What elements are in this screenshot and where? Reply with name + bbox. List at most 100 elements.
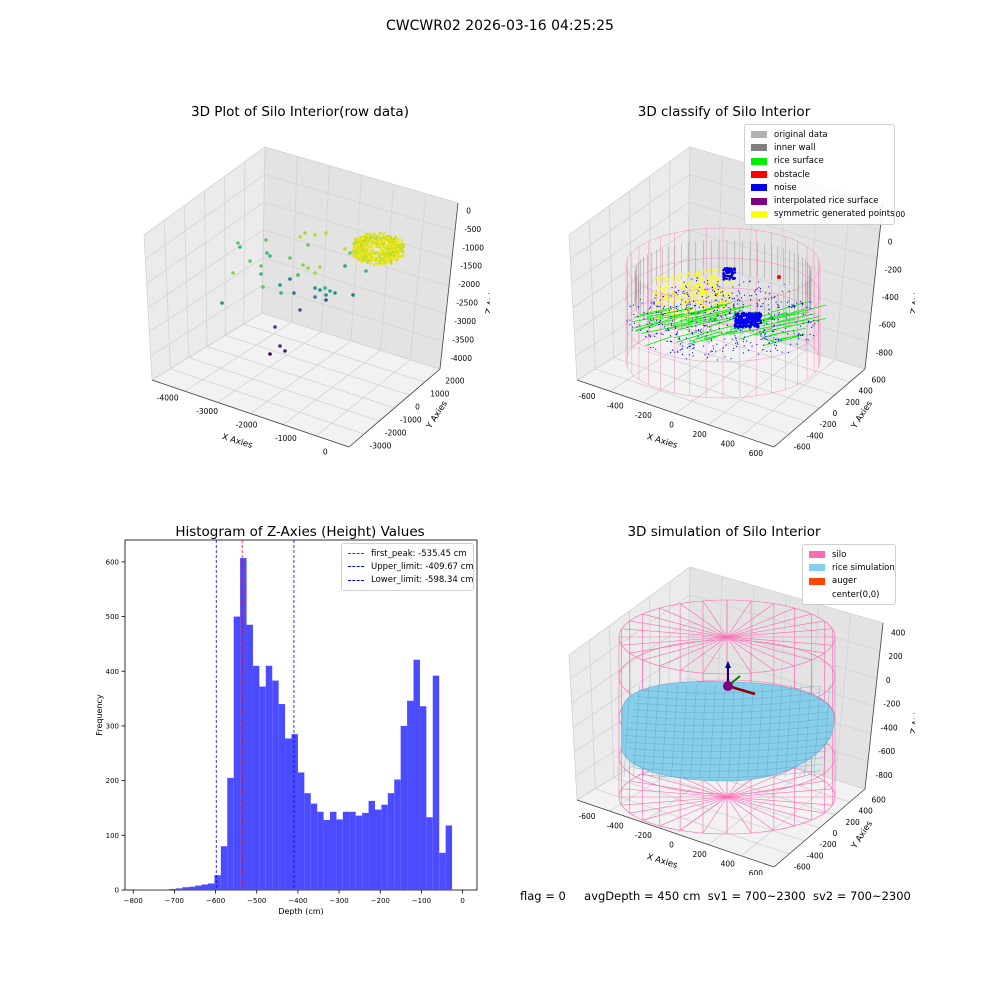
p2-noise-point [653,303,656,305]
p2-symmetric-point [692,295,694,298]
p2-symmetric-point [661,300,664,303]
p2-noise-point [729,311,731,313]
p2-noise-point [707,283,709,285]
p4-silo-spoke [621,636,728,646]
p1-data-point [265,251,269,255]
p2-noise-point [661,323,663,326]
p2-noise-point [752,330,754,332]
p2-noise-cluster [739,317,743,321]
p1-cluster-point [380,250,383,253]
p2-noise-point [652,318,655,320]
p2-noise-point [759,288,762,290]
p2-noise-point [692,333,694,335]
p2-noise-point [733,306,735,309]
p2-symmetric-point [667,298,669,301]
p1-cluster-point [378,241,382,244]
p4-silo-spoke [726,628,833,638]
p2-symmetric-point [695,283,698,286]
p2-noise-point [729,318,731,320]
p2-symmetric-point [716,282,718,284]
p2-noise-point [775,347,777,349]
p1-data-point [261,285,265,289]
p2-noise-point [691,343,693,345]
legend-item-interpolated: interpolated rice surface [751,194,888,207]
p2-noise-point [769,350,772,352]
p2-noise-point [704,312,706,314]
p2-noise-point [762,331,765,333]
p1-cluster-point [361,237,364,240]
p2-symmetric-point [665,286,668,289]
p2-noise-point [738,284,740,286]
p2-y-tick-label: 0 [833,409,838,418]
p2-noise-cluster [728,278,731,281]
p1-cluster-point [352,247,355,250]
p1-cluster-point [360,244,363,247]
p2-noise-point [773,337,775,339]
hist-y-tick-label: 0 [115,887,119,895]
p2-symmetric-point [729,300,731,303]
p1-data-point [351,293,355,297]
p1-cluster-point [390,249,393,252]
p2-noise-point [733,347,735,350]
p2-noise-point [782,331,784,333]
p2-noise-point [809,307,812,309]
p2-symmetric-point [706,268,709,271]
p2-noise-point [656,332,658,334]
p2-rice-surface [754,324,792,336]
p2-symmetric-point [714,283,717,285]
legend-label: silo [832,549,847,560]
p2-symmetric-point [722,289,725,291]
p2-noise-point [691,317,693,319]
p2-noise-point [639,324,641,326]
hist-bar [419,706,427,890]
swatch-obstacle [751,171,767,179]
p2-noise-point [791,304,793,306]
p2-noise-point [685,308,687,310]
p2-symmetric-point [685,274,688,277]
p2-noise-point [788,306,790,308]
p2-noise-point [788,351,790,353]
p4-rice-mesh-line [630,711,828,720]
p2-rice-surface [687,336,715,345]
hist-y-axis-label: Frequency [95,694,104,736]
p1-cluster-point [383,261,387,264]
p2-noise-point [676,332,678,334]
p2-noise-point [759,291,762,293]
p2-symmetric-point [695,278,698,280]
p4-rice-mesh-line [728,684,735,778]
p1-cluster-point [402,242,405,245]
p2-noise-point [756,302,758,304]
p1-grid-line [264,174,456,232]
p2-symmetric-point [721,299,724,302]
p1-cluster-point [351,242,355,245]
p1-data-point [364,269,368,273]
p2-noise-point [785,317,788,319]
p2-noise-point [697,335,699,337]
p2-noise-point [740,297,743,299]
p1-cluster-point [392,257,395,260]
p1-cluster-point [377,262,380,265]
p2-y-tick-label: 600 [872,376,887,385]
swatch-center [809,591,825,599]
p2-noise-point [725,344,727,346]
p2-noise-point [750,342,752,344]
p1-cluster-point [391,256,394,259]
p2-noise-point [777,314,780,316]
p2-symmetric-point [684,287,687,290]
p1-cluster-point [361,239,365,242]
p1-data-point [324,293,328,297]
p1-cluster-point [352,249,355,252]
p1-data-point [283,349,287,353]
p2-noise-point [654,297,656,299]
p2-noise-cluster [726,274,729,278]
p4-x-tick-label: 400 [721,860,736,869]
legend-item-lower-limit: Lower_limit: -598.34 cm [348,574,473,587]
p2-noise-cluster [735,321,738,325]
p1-y-tick-label: 1000 [430,390,449,399]
p2-symmetric-point [671,313,674,316]
p2-noise-point [713,319,716,321]
p2-symmetric-point [662,297,665,299]
p2-noise-point [809,301,812,303]
p1-data-point [236,241,240,245]
legend-label: noise [774,182,797,193]
